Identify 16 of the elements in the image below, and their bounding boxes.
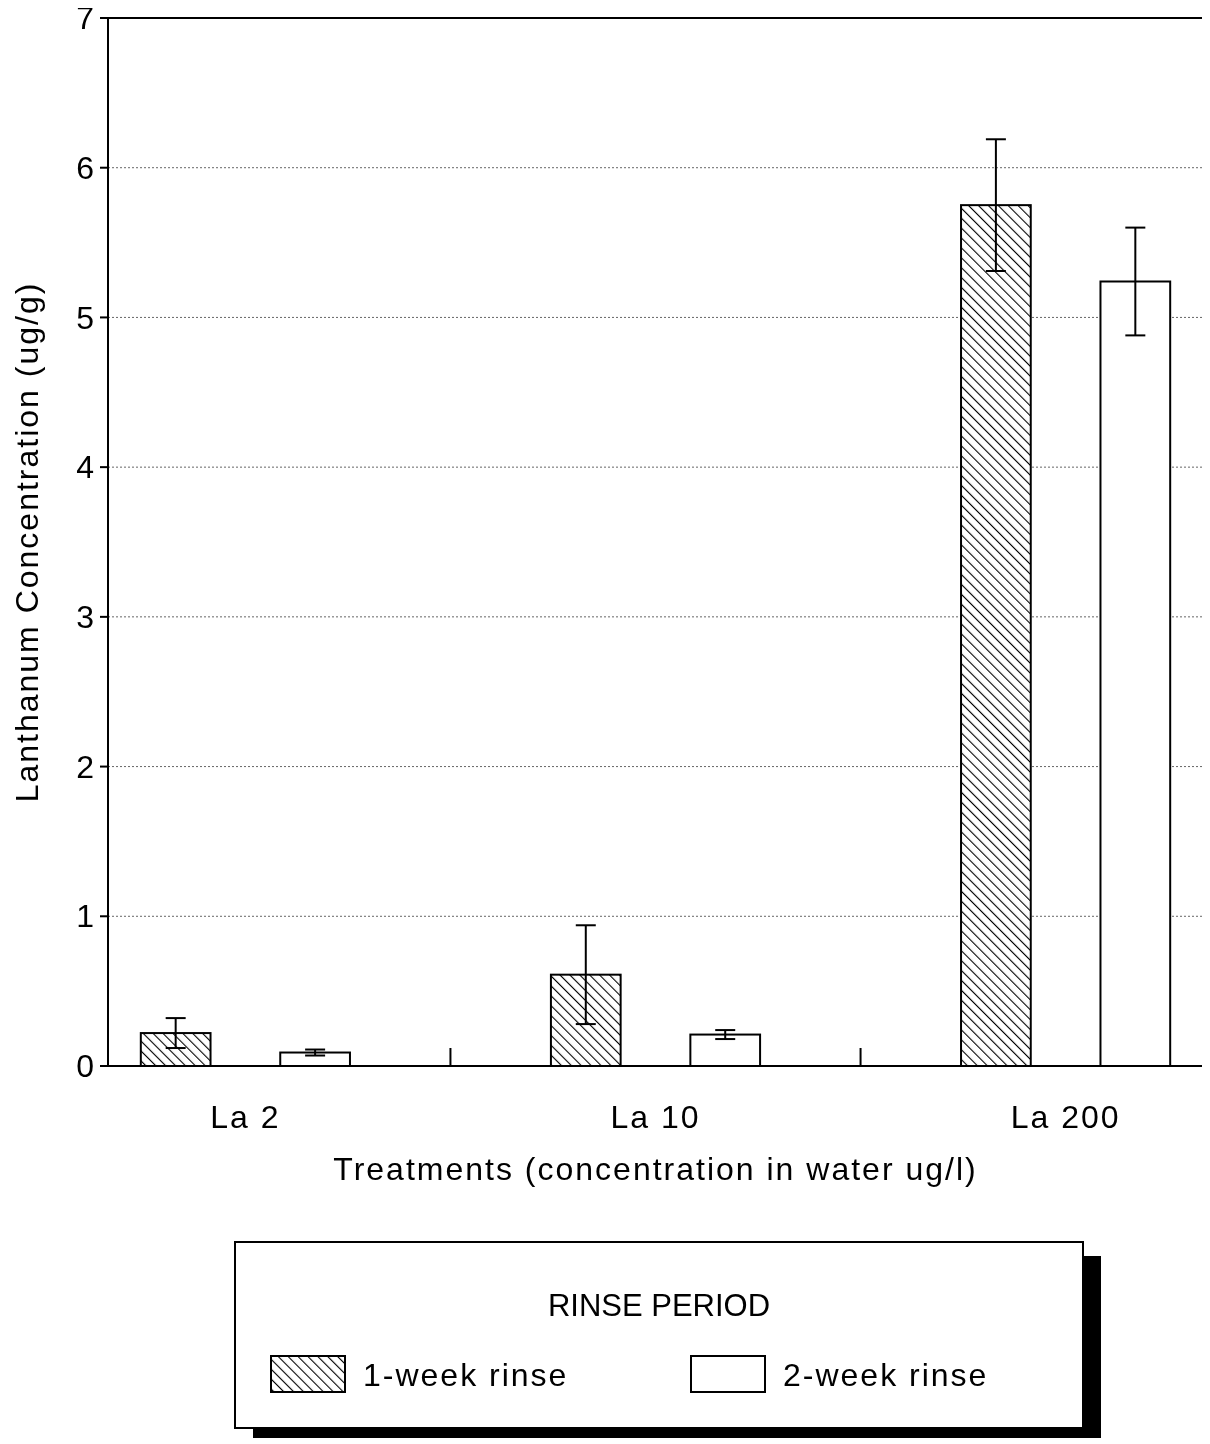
x-tick-label: La 200 xyxy=(1010,1099,1121,1135)
x-axis-title: Treatments (concentration in water ug/l) xyxy=(333,1151,978,1187)
x-tick-label: La 2 xyxy=(210,1099,281,1135)
y-tick-label: 4 xyxy=(76,449,94,486)
legend-label: 2-week rinse xyxy=(783,1357,989,1393)
x-tick-label: La 10 xyxy=(610,1099,701,1135)
y-tick-label: 2 xyxy=(76,748,94,785)
y-tick-label: 1 xyxy=(76,898,94,935)
y-tick-label: 5 xyxy=(76,299,94,336)
legend-title: RINSE PERIOD xyxy=(547,1288,771,1323)
y-tick-label: 3 xyxy=(76,599,94,636)
y-tick-label: 7 xyxy=(76,0,94,37)
y-tick-label: 6 xyxy=(76,149,94,186)
y-tick-label: 0 xyxy=(76,1048,94,1085)
legend-label: 1-week rinse xyxy=(363,1357,569,1393)
y-axis-title: Lanthanum Concentration (ug/g) xyxy=(9,281,45,803)
